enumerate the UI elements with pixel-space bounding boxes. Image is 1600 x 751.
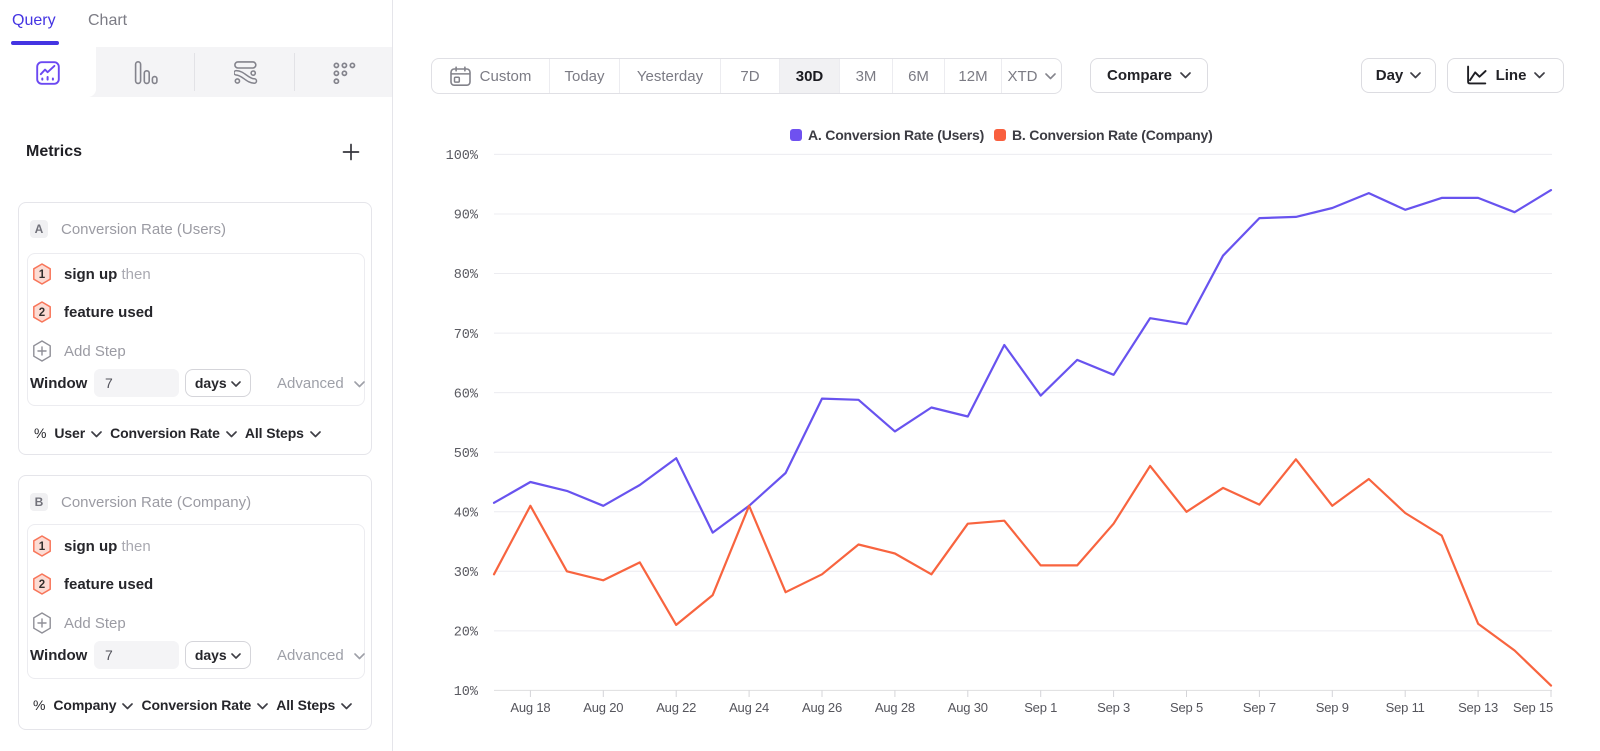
svg-text:2: 2 [39, 307, 45, 319]
svg-text:Aug 30: Aug 30 [948, 700, 988, 715]
svg-text:Sep 3: Sep 3 [1097, 700, 1130, 715]
svg-text:Sep 11: Sep 11 [1386, 700, 1425, 715]
svg-text:80%: 80% [454, 268, 479, 283]
svg-text:50%: 50% [454, 447, 479, 462]
svg-text:Sep 1: Sep 1 [1024, 700, 1057, 715]
svg-text:Aug 18: Aug 18 [510, 700, 550, 715]
svg-text:Aug 20: Aug 20 [583, 700, 623, 715]
svg-text:1: 1 [39, 541, 46, 553]
svg-text:1: 1 [39, 269, 46, 281]
svg-text:90%: 90% [454, 209, 479, 224]
svg-text:Aug 24: Aug 24 [729, 700, 769, 715]
svg-text:Sep 5: Sep 5 [1170, 700, 1203, 715]
svg-text:Sep 9: Sep 9 [1316, 700, 1349, 715]
svg-text:70%: 70% [454, 328, 479, 343]
svg-text:20%: 20% [454, 626, 479, 641]
svg-text:40%: 40% [454, 507, 479, 522]
svg-text:Sep 7: Sep 7 [1243, 700, 1276, 715]
svg-text:100%: 100% [446, 149, 479, 164]
svg-text:Sep 13: Sep 13 [1458, 700, 1498, 715]
svg-text:Aug 26: Aug 26 [802, 700, 842, 715]
svg-text:30%: 30% [454, 566, 479, 581]
svg-text:2: 2 [39, 579, 45, 591]
svg-text:60%: 60% [454, 387, 479, 402]
svg-text:Aug 28: Aug 28 [875, 700, 915, 715]
svg-text:Sep 15: Sep 15 [1513, 700, 1553, 715]
svg-text:10%: 10% [454, 685, 479, 700]
svg-text:Aug 22: Aug 22 [656, 700, 696, 715]
